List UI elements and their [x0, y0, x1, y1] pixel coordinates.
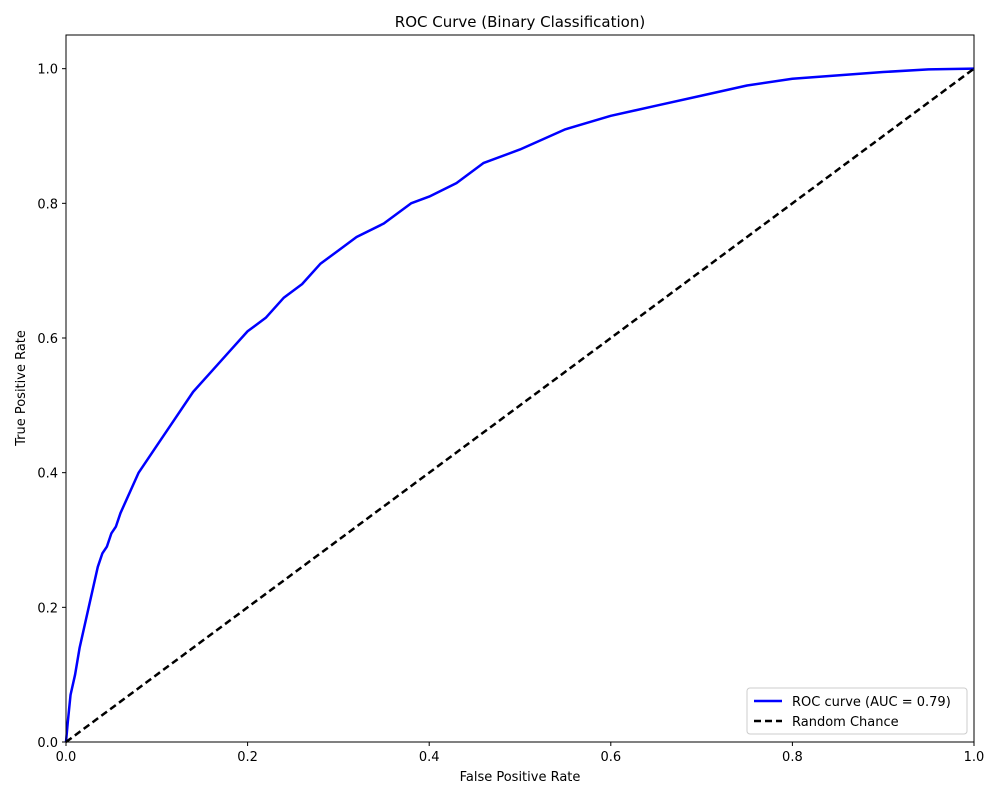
y-axis-title: True Positive Rate: [14, 330, 29, 447]
plot-frame: [65, 34, 975, 743]
y-tick-label: 0.2: [37, 601, 58, 616]
chart-title: ROC Curve (Binary Classification): [395, 13, 645, 31]
legend-box: [746, 687, 968, 735]
x-tick-label: 0.6: [600, 750, 621, 765]
y-tick-label: 0.4: [37, 467, 58, 482]
x-tick-label: 0.8: [782, 750, 803, 765]
y-tick-label: 0.0: [37, 736, 58, 751]
legend: ROC curve (AUC = 0.79) Random Chance: [746, 687, 968, 735]
y-tick-label: 0.6: [37, 332, 58, 347]
random-chance-line: [65, 67, 975, 744]
plot-lines: [64, 67, 975, 744]
roc-curve-line: [64, 67, 975, 743]
legend-label-random: Random Chance: [792, 715, 899, 730]
x-tick-label: 0.2: [237, 750, 258, 765]
x-tick-label: 0.4: [419, 750, 440, 765]
y-tick-label: 0.8: [37, 197, 58, 212]
y-tick-label: 1.0: [37, 63, 58, 78]
x-axis-title: False Positive Rate: [460, 770, 581, 785]
x-tick-label: 1.0: [964, 750, 985, 765]
x-tick-label: 0.0: [56, 750, 77, 765]
x-axis: 0.0 0.2 0.4 0.6 0.8 1.0: [56, 742, 985, 765]
y-axis: 0.0 0.2 0.4 0.6 0.8 1.0: [37, 63, 66, 751]
legend-label-roc: ROC curve (AUC = 0.79): [792, 695, 951, 710]
